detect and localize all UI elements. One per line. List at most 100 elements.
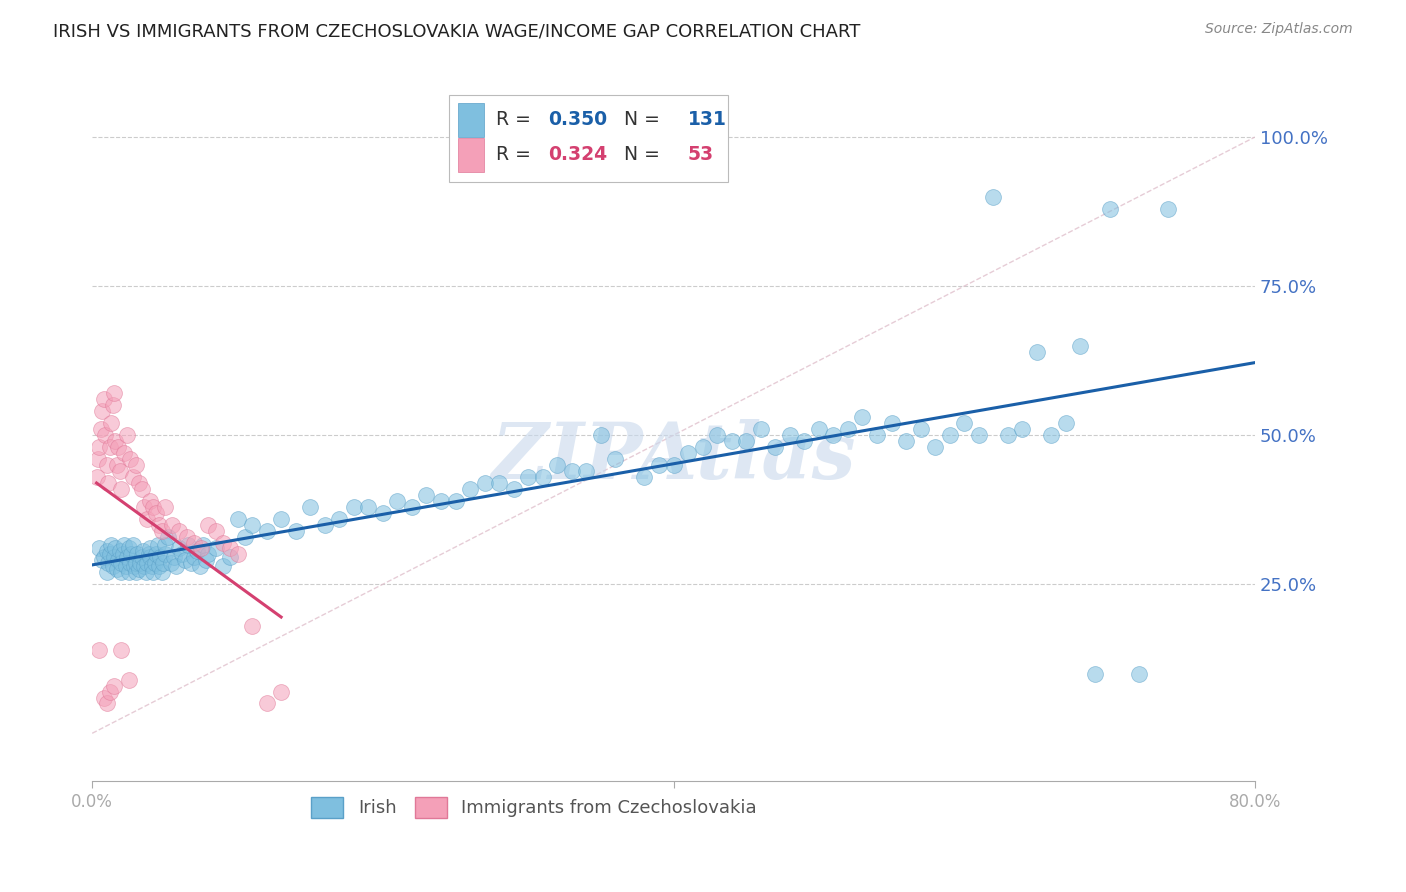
Point: [981, 190, 1004, 204]
Point: [256, 524, 278, 538]
Point: [145, 548, 167, 562]
Point: [91, 553, 114, 567]
Point: [204, 524, 226, 538]
Point: [1128, 666, 1150, 681]
Point: [212, 559, 235, 574]
Point: [172, 548, 194, 562]
Point: [127, 548, 149, 562]
Point: [128, 475, 150, 490]
Point: [169, 541, 191, 556]
Point: [89, 440, 111, 454]
Point: [1069, 339, 1091, 353]
Point: [101, 398, 124, 412]
Point: [1011, 422, 1033, 436]
Point: [546, 458, 568, 472]
Point: [139, 493, 162, 508]
Point: [153, 500, 176, 514]
Point: [107, 553, 129, 567]
Point: [135, 566, 157, 580]
Point: [117, 541, 139, 556]
Point: [96, 697, 118, 711]
Point: [517, 470, 540, 484]
Point: [357, 500, 380, 514]
Point: [589, 428, 612, 442]
Point: [150, 566, 173, 580]
Point: [124, 559, 146, 574]
Point: [226, 548, 249, 562]
Point: [823, 428, 845, 442]
Text: IRISH VS IMMIGRANTS FROM CZECHOSLOVAKIA WAGE/INCOME GAP CORRELATION CHART: IRISH VS IMMIGRANTS FROM CZECHOSLOVAKIA …: [53, 22, 860, 40]
Point: [197, 517, 219, 532]
Point: [90, 422, 112, 436]
Point: [96, 544, 118, 558]
Point: [720, 434, 742, 449]
Point: [152, 557, 174, 571]
Point: [270, 511, 292, 525]
Bar: [458, 103, 484, 136]
Point: [894, 434, 917, 449]
Point: [125, 557, 148, 571]
Point: [101, 559, 124, 574]
Point: [104, 434, 127, 449]
Point: [93, 550, 115, 565]
Point: [967, 428, 990, 442]
Point: [148, 517, 170, 532]
Point: [145, 506, 167, 520]
Point: [953, 417, 976, 431]
Point: [188, 559, 211, 574]
Point: [132, 544, 155, 558]
Point: [648, 458, 671, 472]
Point: [371, 506, 394, 520]
Point: [488, 475, 510, 490]
Point: [110, 557, 132, 571]
Point: [134, 559, 156, 574]
Point: [128, 562, 150, 576]
Point: [474, 475, 496, 490]
Point: [938, 428, 960, 442]
Point: [97, 475, 120, 490]
Point: [153, 548, 176, 562]
Point: [129, 557, 152, 571]
Point: [138, 548, 160, 562]
Point: [430, 493, 453, 508]
Point: [314, 517, 336, 532]
Point: [299, 500, 322, 514]
Point: [103, 679, 125, 693]
Point: [240, 517, 263, 532]
Point: [98, 440, 121, 454]
Point: [110, 566, 132, 580]
Point: [111, 548, 134, 562]
Bar: [458, 138, 484, 172]
Point: [997, 428, 1019, 442]
Point: [191, 539, 214, 553]
Text: R =: R =: [496, 145, 537, 164]
Point: [605, 452, 627, 467]
Text: N =: N =: [612, 110, 666, 129]
Point: [98, 548, 121, 562]
Point: [122, 470, 145, 484]
Point: [143, 557, 166, 571]
Text: R =: R =: [496, 110, 537, 129]
Point: [118, 452, 141, 467]
Point: [86, 470, 108, 484]
Point: [169, 524, 191, 538]
Point: [104, 541, 127, 556]
Text: 0.324: 0.324: [548, 145, 607, 164]
Point: [183, 535, 205, 549]
Point: [136, 557, 159, 571]
Point: [284, 524, 307, 538]
Bar: [449, 95, 728, 182]
Point: [89, 643, 111, 657]
Point: [270, 684, 292, 698]
Point: [100, 417, 122, 431]
Point: [749, 422, 772, 436]
Point: [910, 422, 932, 436]
Point: [692, 440, 714, 454]
Point: [706, 428, 728, 442]
Point: [115, 550, 138, 565]
Point: [924, 440, 946, 454]
Point: [118, 557, 141, 571]
Point: [103, 386, 125, 401]
Point: [139, 541, 162, 556]
Point: [93, 690, 115, 705]
